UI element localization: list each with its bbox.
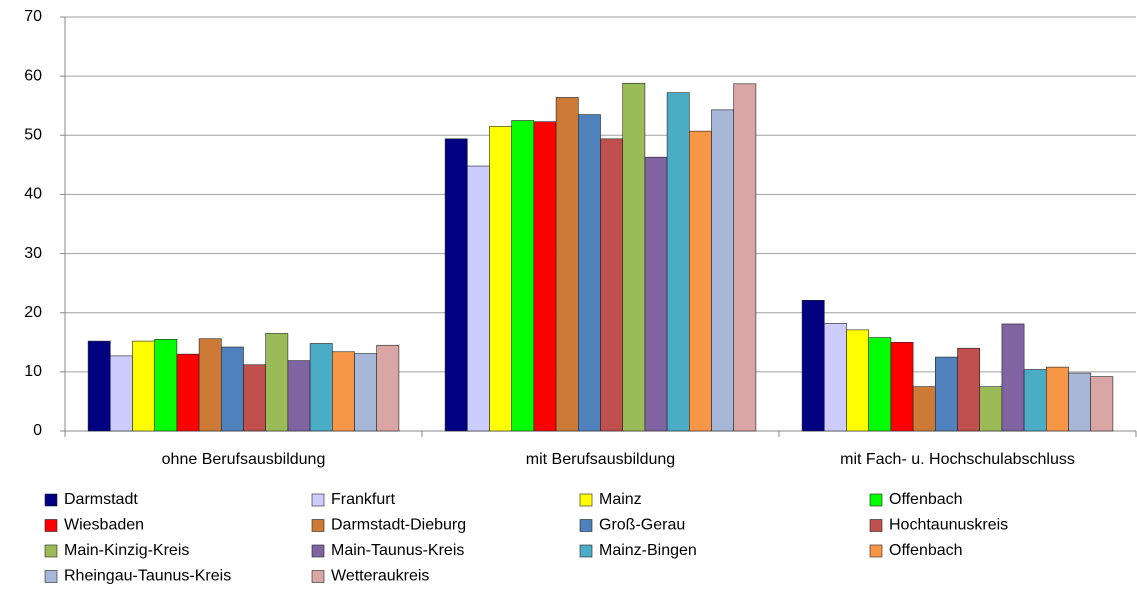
bar xyxy=(555,97,579,432)
legend-label: Mainz xyxy=(599,491,642,508)
bar xyxy=(466,165,490,432)
bar xyxy=(354,353,378,432)
y-tick-label: 20 xyxy=(24,304,42,321)
bar xyxy=(1090,376,1114,432)
bar xyxy=(376,344,400,432)
legend-swatch xyxy=(311,493,325,507)
bar xyxy=(1068,372,1092,432)
legend-label: Hochtaunuskreis xyxy=(889,517,1008,534)
y-tick-label: 30 xyxy=(24,245,42,262)
legend-swatch xyxy=(579,519,593,532)
bar xyxy=(265,333,289,432)
bar xyxy=(110,355,133,432)
bar xyxy=(176,353,200,432)
bar xyxy=(600,138,624,432)
legend-label: Rheingau-Taunus-Kreis xyxy=(64,568,231,585)
legend-label: Main-Kinzig-Kreis xyxy=(64,542,189,559)
legend-swatch xyxy=(44,570,58,583)
bar xyxy=(868,337,892,432)
legend-swatch xyxy=(869,493,883,507)
legend-swatch xyxy=(869,519,883,532)
bar xyxy=(489,126,513,432)
bar xyxy=(132,340,156,432)
legend-label: Frankfurt xyxy=(331,491,396,508)
bar xyxy=(287,360,311,432)
legend-label: Offenbach xyxy=(889,542,963,559)
bar xyxy=(979,386,1003,432)
bar xyxy=(666,92,690,432)
legend-swatch xyxy=(579,493,593,507)
legend-label: Darmstadt-Dieburg xyxy=(331,517,466,534)
legend-swatch xyxy=(311,519,325,532)
y-tick-label: 0 xyxy=(33,422,42,439)
bar xyxy=(934,356,958,432)
legend-label: Offenbach xyxy=(889,491,963,508)
bar xyxy=(154,339,178,432)
legend-label: Groß-Gerau xyxy=(599,517,685,534)
bar xyxy=(1046,366,1069,432)
bar xyxy=(511,120,535,432)
legend-swatch xyxy=(44,519,58,532)
legend-swatch xyxy=(579,544,593,558)
bar xyxy=(221,346,244,432)
legend-swatch xyxy=(311,544,325,558)
bar xyxy=(823,323,847,432)
legend-label: Main-Taunus-Kreis xyxy=(331,542,464,559)
bar xyxy=(801,299,825,432)
bar xyxy=(331,351,355,432)
bar xyxy=(957,347,981,432)
x-tick-label: mit Fach- u. Hochschulabschluss xyxy=(840,451,1075,468)
bar xyxy=(912,386,936,432)
legend-label: Mainz-Bingen xyxy=(599,542,697,559)
bar xyxy=(733,83,757,432)
bar xyxy=(243,364,267,432)
legend-swatch xyxy=(44,493,58,507)
bar xyxy=(1001,323,1025,432)
bar xyxy=(309,343,333,432)
legend-swatch xyxy=(869,544,883,558)
bar xyxy=(890,341,914,432)
bar xyxy=(711,109,735,432)
legend-swatch xyxy=(44,544,58,558)
bar xyxy=(622,82,646,432)
y-tick-label: 40 xyxy=(24,186,42,203)
y-tick-label: 50 xyxy=(24,127,42,144)
bar xyxy=(846,329,870,432)
legend-label: Wetteraukreis xyxy=(331,568,429,585)
bar xyxy=(87,340,111,432)
y-tick-label: 70 xyxy=(24,8,42,25)
bar xyxy=(444,138,468,432)
y-tick-label: 10 xyxy=(24,363,42,380)
x-tick-label: ohne Berufsausbildung xyxy=(162,451,326,468)
legend-label: Darmstadt xyxy=(64,491,138,508)
bar xyxy=(577,114,601,432)
bar xyxy=(533,121,557,432)
bar xyxy=(198,338,222,432)
bar xyxy=(644,156,668,432)
bar xyxy=(688,130,712,432)
legend-label: Wiesbaden xyxy=(64,517,144,534)
legend-swatch xyxy=(311,570,325,583)
x-tick-label: mit Berufsausbildung xyxy=(526,451,675,468)
bar xyxy=(1023,369,1047,432)
y-tick-label: 60 xyxy=(24,67,42,84)
